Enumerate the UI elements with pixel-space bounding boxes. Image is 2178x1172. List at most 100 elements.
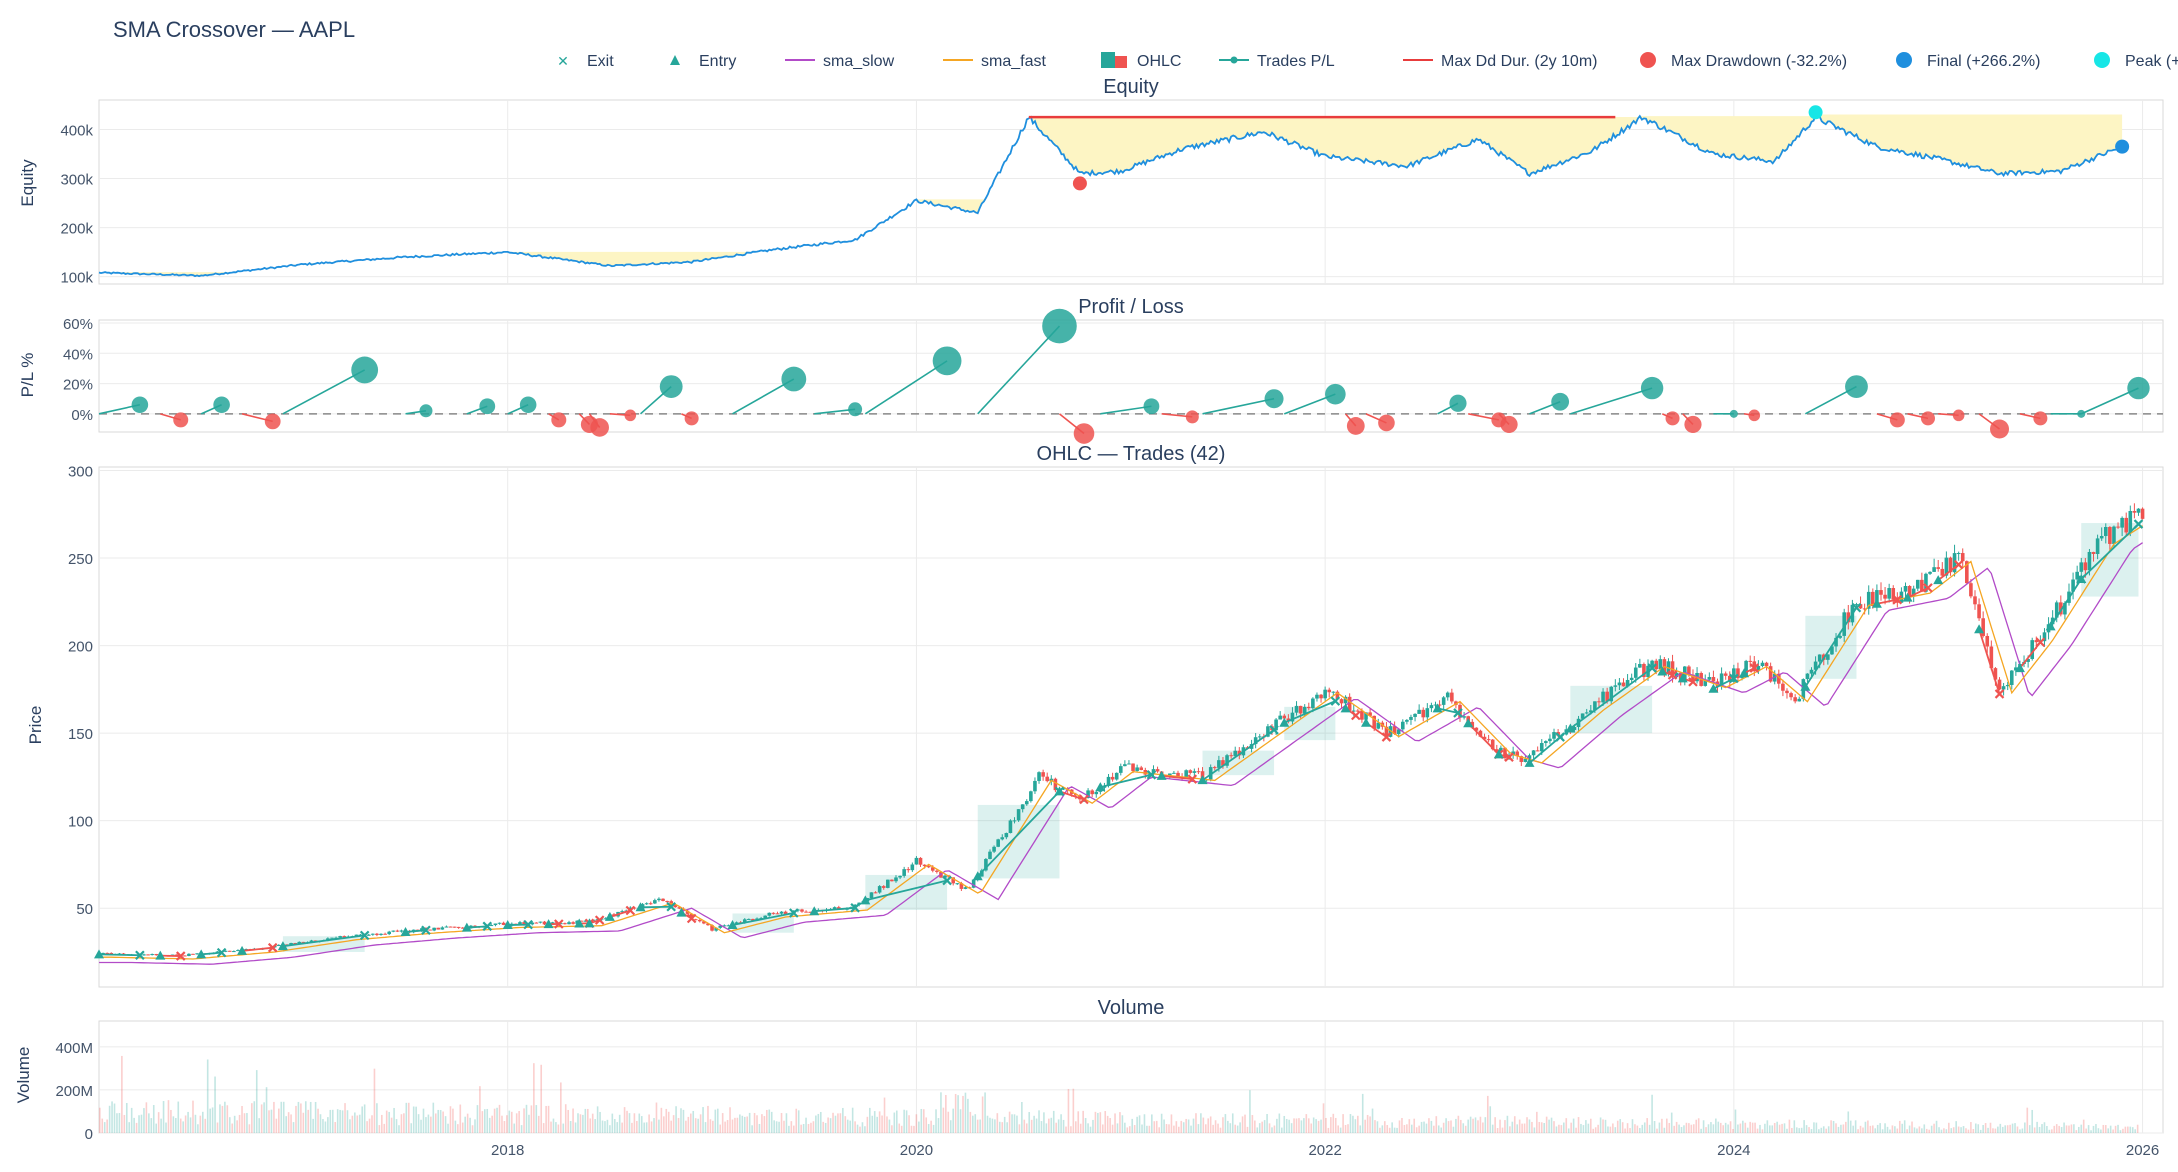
volume-bar	[2080, 1125, 2082, 1133]
volume-bar	[1345, 1125, 1347, 1133]
candle-body	[1940, 569, 1944, 576]
volume-bar	[1497, 1128, 1499, 1133]
volume-bar	[1313, 1117, 1315, 1133]
volume-bar	[607, 1120, 609, 1133]
candle-body	[2010, 671, 2014, 685]
volume-bar	[374, 1069, 376, 1133]
candle-body	[183, 955, 187, 956]
volume-bar	[1700, 1129, 1702, 1133]
volume-bar	[1615, 1127, 1617, 1133]
volume-bar	[148, 1113, 150, 1133]
volume-bar	[921, 1109, 923, 1133]
peak-marker	[1809, 105, 1823, 119]
volume-bar	[128, 1122, 130, 1133]
volume-bar	[1239, 1122, 1241, 1133]
legend-item-ohlc[interactable]: OHLC	[1101, 52, 1181, 70]
legend-item-exit[interactable]: ✕Exit	[557, 53, 614, 70]
volume-bar	[1153, 1121, 1155, 1133]
candle-body	[898, 876, 902, 878]
legend-item-sma-fast[interactable]: sma_fast	[943, 53, 1046, 70]
volume-bar	[482, 1111, 484, 1133]
volume-bar	[2051, 1129, 2053, 1133]
volume-bar	[408, 1103, 410, 1133]
volume-bar	[1070, 1126, 1072, 1133]
volume-bar	[1161, 1114, 1163, 1133]
volume-bar	[1585, 1120, 1587, 1133]
volume-bar	[2090, 1130, 2092, 1133]
volume-bar	[1482, 1123, 1484, 1133]
candle-body	[2079, 562, 2083, 571]
volume-bar	[207, 1059, 209, 1133]
volume-bar	[739, 1114, 741, 1133]
volume-bar	[310, 1102, 312, 1133]
volume-bar	[1291, 1123, 1293, 1133]
candle-body	[1172, 773, 1176, 774]
volume-bar	[1077, 1111, 1079, 1133]
volume-bar	[717, 1109, 719, 1133]
volume-bar	[1166, 1124, 1168, 1133]
candle-body	[1548, 739, 1552, 741]
volume-bar	[1595, 1127, 1597, 1133]
volume-bar	[803, 1124, 805, 1133]
volume-bar	[1889, 1130, 1891, 1133]
volume-bar	[1050, 1118, 1052, 1133]
volume-bar	[562, 1124, 564, 1133]
volume-bar	[2088, 1125, 2090, 1133]
volume-bar	[1281, 1128, 1283, 1133]
volume-bar	[1919, 1126, 1921, 1133]
volume-bar	[808, 1124, 810, 1133]
volume-bar	[379, 1125, 381, 1133]
volume-bar	[1031, 1120, 1033, 1133]
volume-bar	[930, 1121, 932, 1133]
volume-bar	[800, 1125, 802, 1133]
volume-bar	[925, 1117, 927, 1133]
volume-bar	[639, 1114, 641, 1133]
volume-bar	[1310, 1124, 1312, 1133]
volume-bar	[99, 1108, 101, 1133]
candle-body	[747, 919, 751, 920]
volume-bar	[1965, 1128, 1967, 1133]
volume-bar	[1519, 1120, 1521, 1133]
volume-bar	[1561, 1125, 1563, 1133]
volume-y-tick-label: 0	[85, 1126, 93, 1143]
ohlc-y-tick-label: 300	[68, 464, 93, 481]
legend-item-max-drawdown-32-2[interactable]: Max Drawdown (-32.2%)	[1640, 52, 1847, 70]
volume-bar	[972, 1116, 974, 1133]
equity-panel-title: Equity	[1103, 76, 1159, 98]
volume-bar	[1171, 1114, 1173, 1133]
volume-bar	[2036, 1122, 2038, 1133]
volume-bar	[1362, 1094, 1364, 1133]
volume-bar	[1933, 1124, 1935, 1133]
volume-bar	[2034, 1127, 2036, 1133]
volume-bar	[501, 1116, 503, 1133]
volume-bar	[1786, 1129, 1788, 1133]
volume-bar	[2117, 1125, 2119, 1133]
volume-bar	[1769, 1125, 1771, 1133]
legend-item-entry[interactable]: Entry	[670, 53, 736, 70]
volume-bar	[1857, 1129, 1859, 1133]
volume-bar	[661, 1108, 663, 1133]
volume-bar	[1006, 1122, 1008, 1133]
volume-bar	[1467, 1120, 1469, 1133]
volume-bar	[455, 1121, 457, 1133]
pl-trade-marker	[419, 404, 432, 417]
volume-bar	[832, 1113, 834, 1133]
legend-item-peak-333-9[interactable]: Peak (+333.9%)	[2094, 52, 2178, 70]
legend-item-label: Exit	[587, 53, 614, 70]
legend-item-final-266-2[interactable]: Final (+266.2%)	[1896, 52, 2040, 70]
legend-item-sma-slow[interactable]: sma_slow	[785, 53, 895, 70]
volume-bar	[1882, 1129, 1884, 1133]
legend-item-trades-p-l[interactable]: Trades P/L	[1219, 53, 1335, 70]
legend-item-max-dd-dur-2y-10m[interactable]: Max Dd Dur. (2y 10m)	[1403, 53, 1597, 70]
volume-bar	[200, 1116, 202, 1133]
volume-bar	[577, 1113, 579, 1133]
volume-bar	[2129, 1127, 2131, 1133]
volume-bar	[1440, 1128, 1442, 1133]
volume-bar	[290, 1114, 292, 1133]
volume-bar	[1580, 1124, 1582, 1133]
candle-body	[236, 950, 240, 951]
volume-bar	[298, 1102, 300, 1133]
volume-bar	[452, 1109, 454, 1133]
pl-trade-marker	[1684, 416, 1701, 433]
